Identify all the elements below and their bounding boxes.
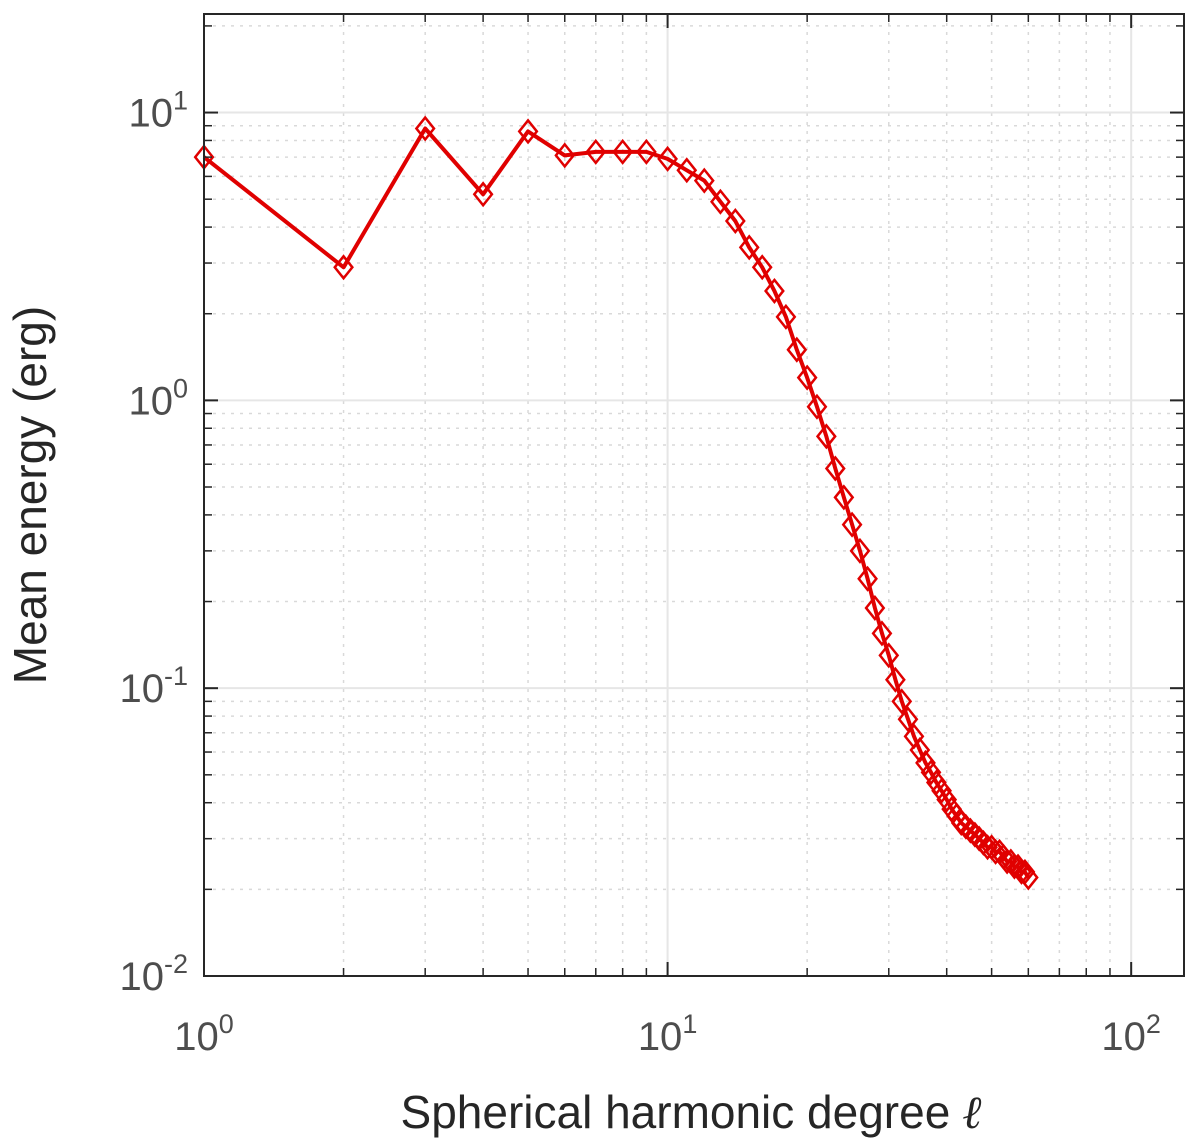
data-point-marker bbox=[554, 142, 576, 169]
data-point-marker bbox=[884, 666, 906, 693]
data-point-marker bbox=[891, 688, 913, 715]
data-point-marker bbox=[414, 115, 436, 142]
y-tick-exponent: -2 bbox=[164, 949, 188, 979]
data-point-marker bbox=[585, 138, 607, 165]
data-point-marker bbox=[676, 157, 698, 184]
data-point-marker bbox=[849, 537, 871, 564]
y-tick-label: 10-1 bbox=[119, 661, 188, 711]
data-point-marker bbox=[841, 511, 863, 538]
x-tick-label: 100 bbox=[174, 1009, 234, 1059]
data-point-marker bbox=[517, 118, 539, 145]
data-point-marker bbox=[612, 138, 634, 165]
data-point-marker bbox=[950, 810, 972, 837]
data-point-marker bbox=[786, 336, 808, 363]
x-axis-label: Spherical harmonic degree ℓ bbox=[401, 1086, 983, 1138]
data-point-marker bbox=[775, 303, 797, 330]
y-tick-label: 101 bbox=[128, 86, 188, 136]
data-point-marker bbox=[764, 277, 785, 304]
x-tick-label: 101 bbox=[638, 1009, 698, 1059]
y-tick-base: 10 bbox=[128, 379, 173, 423]
y-tick-base: 10 bbox=[119, 667, 164, 711]
data-point-marker bbox=[738, 234, 760, 261]
axes-frame bbox=[203, 13, 1185, 977]
data-point-marker bbox=[915, 749, 936, 776]
data-point-marker bbox=[333, 254, 354, 281]
x-tick-exponent: 0 bbox=[219, 1009, 234, 1039]
data-point-marker bbox=[920, 759, 942, 786]
x-tick-base: 10 bbox=[174, 1015, 219, 1059]
x-tick-exponent: 2 bbox=[1146, 1009, 1161, 1039]
y-axis-label: Mean energy (erg) bbox=[4, 306, 56, 684]
data-point-marker bbox=[864, 594, 886, 621]
data-point-marker bbox=[796, 364, 818, 391]
data-point-marker bbox=[724, 207, 746, 234]
data-point-marker bbox=[1017, 864, 1039, 891]
data-point-marker bbox=[833, 484, 855, 511]
data-point-marker bbox=[751, 254, 773, 281]
y-tick-exponent: 0 bbox=[173, 373, 188, 403]
y-tick-label: 10-2 bbox=[119, 949, 188, 999]
data-point-marker bbox=[635, 138, 657, 165]
series-layer bbox=[193, 115, 1039, 891]
x-tick-base: 10 bbox=[638, 1015, 683, 1059]
data-point-marker bbox=[710, 188, 731, 215]
axes-box bbox=[203, 13, 1185, 977]
x-axis-label-symbol: ℓ bbox=[962, 1087, 982, 1138]
y-tick-label: 100 bbox=[128, 373, 188, 423]
x-tick-label: 102 bbox=[1101, 1009, 1161, 1059]
data-point-marker bbox=[824, 455, 846, 482]
data-point-marker bbox=[815, 423, 837, 450]
x-axis-label-text: Spherical harmonic degree bbox=[401, 1086, 951, 1138]
x-tick-base: 10 bbox=[1101, 1015, 1146, 1059]
y-tick-exponent: -1 bbox=[164, 661, 188, 691]
data-point-marker bbox=[931, 777, 953, 804]
data-point-marker bbox=[693, 167, 715, 194]
data-point-marker bbox=[806, 393, 828, 420]
data-point-marker bbox=[657, 145, 678, 172]
data-point-marker bbox=[871, 620, 893, 647]
data-point-marker bbox=[857, 565, 878, 592]
data-point-marker bbox=[897, 706, 919, 733]
y-tick-base: 10 bbox=[119, 955, 164, 999]
data-point-marker bbox=[936, 786, 958, 813]
y-tick-exponent: 1 bbox=[173, 86, 188, 116]
x-tick-exponent: 1 bbox=[682, 1009, 697, 1039]
y-tick-base: 10 bbox=[128, 92, 173, 136]
data-point-marker bbox=[472, 181, 494, 208]
plot-area bbox=[204, 14, 1184, 976]
data-point-marker bbox=[878, 642, 900, 669]
